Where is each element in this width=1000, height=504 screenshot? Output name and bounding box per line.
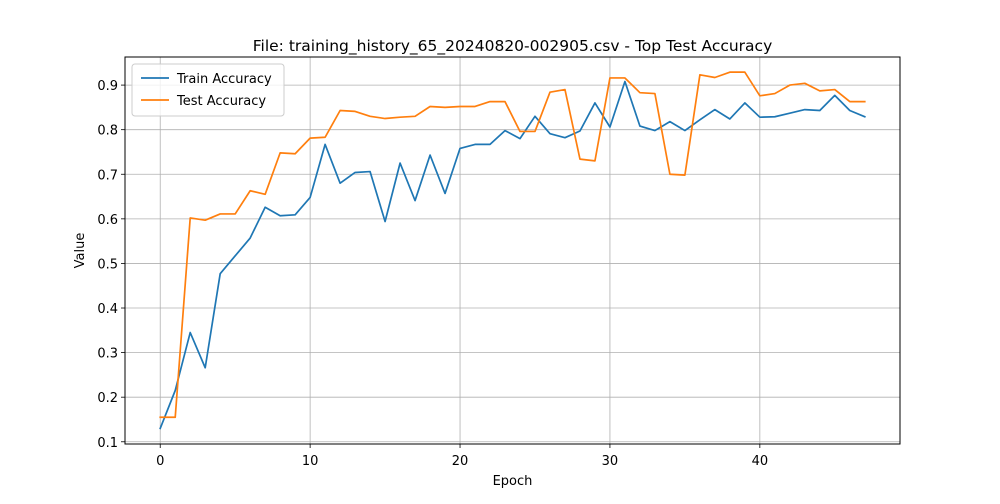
- plot-frame: [124, 56, 901, 445]
- x-tick-label: 20: [452, 454, 469, 469]
- y-tick-label: 0.4: [97, 302, 118, 317]
- legend-label-test-accuracy: Test Accuracy: [176, 94, 266, 109]
- legend-label-train-accuracy: Train Accuracy: [176, 72, 272, 87]
- chart-title: File: training_history_65_20240820-00290…: [253, 37, 773, 56]
- x-tick-label: 10: [302, 454, 319, 469]
- y-tick-label: 0.1: [97, 436, 118, 451]
- y-tick-label: 0.8: [97, 124, 118, 139]
- x-axis-label: Epoch: [493, 474, 533, 489]
- legend-box: [131, 63, 285, 117]
- y-tick-label: 0.6: [97, 213, 118, 228]
- legend: Train Accuracy Test Accuracy: [131, 63, 285, 117]
- y-axis-label: Value: [73, 233, 88, 269]
- x-tick-label: 40: [752, 454, 769, 469]
- y-tick-label: 0.2: [97, 391, 118, 406]
- x-tick-label: 0: [156, 454, 164, 469]
- y-tick-label: 0.5: [97, 257, 118, 272]
- y-tick-label: 0.7: [97, 168, 118, 183]
- axis-ticks: 0 10 20 30 40 0.1 0.2 0.3 0.4 0.5 0.6 0.7 0.8 0.9: [97, 79, 768, 469]
- series-lines: [159, 71, 866, 430]
- series-line-train-accuracy: [159, 80, 866, 430]
- grid: [125, 57, 900, 444]
- y-tick-label: 0.3: [97, 347, 118, 362]
- series-line-test-accuracy: [159, 71, 866, 419]
- y-tick-label: 0.9: [97, 79, 118, 94]
- x-tick-label: 30: [602, 454, 619, 469]
